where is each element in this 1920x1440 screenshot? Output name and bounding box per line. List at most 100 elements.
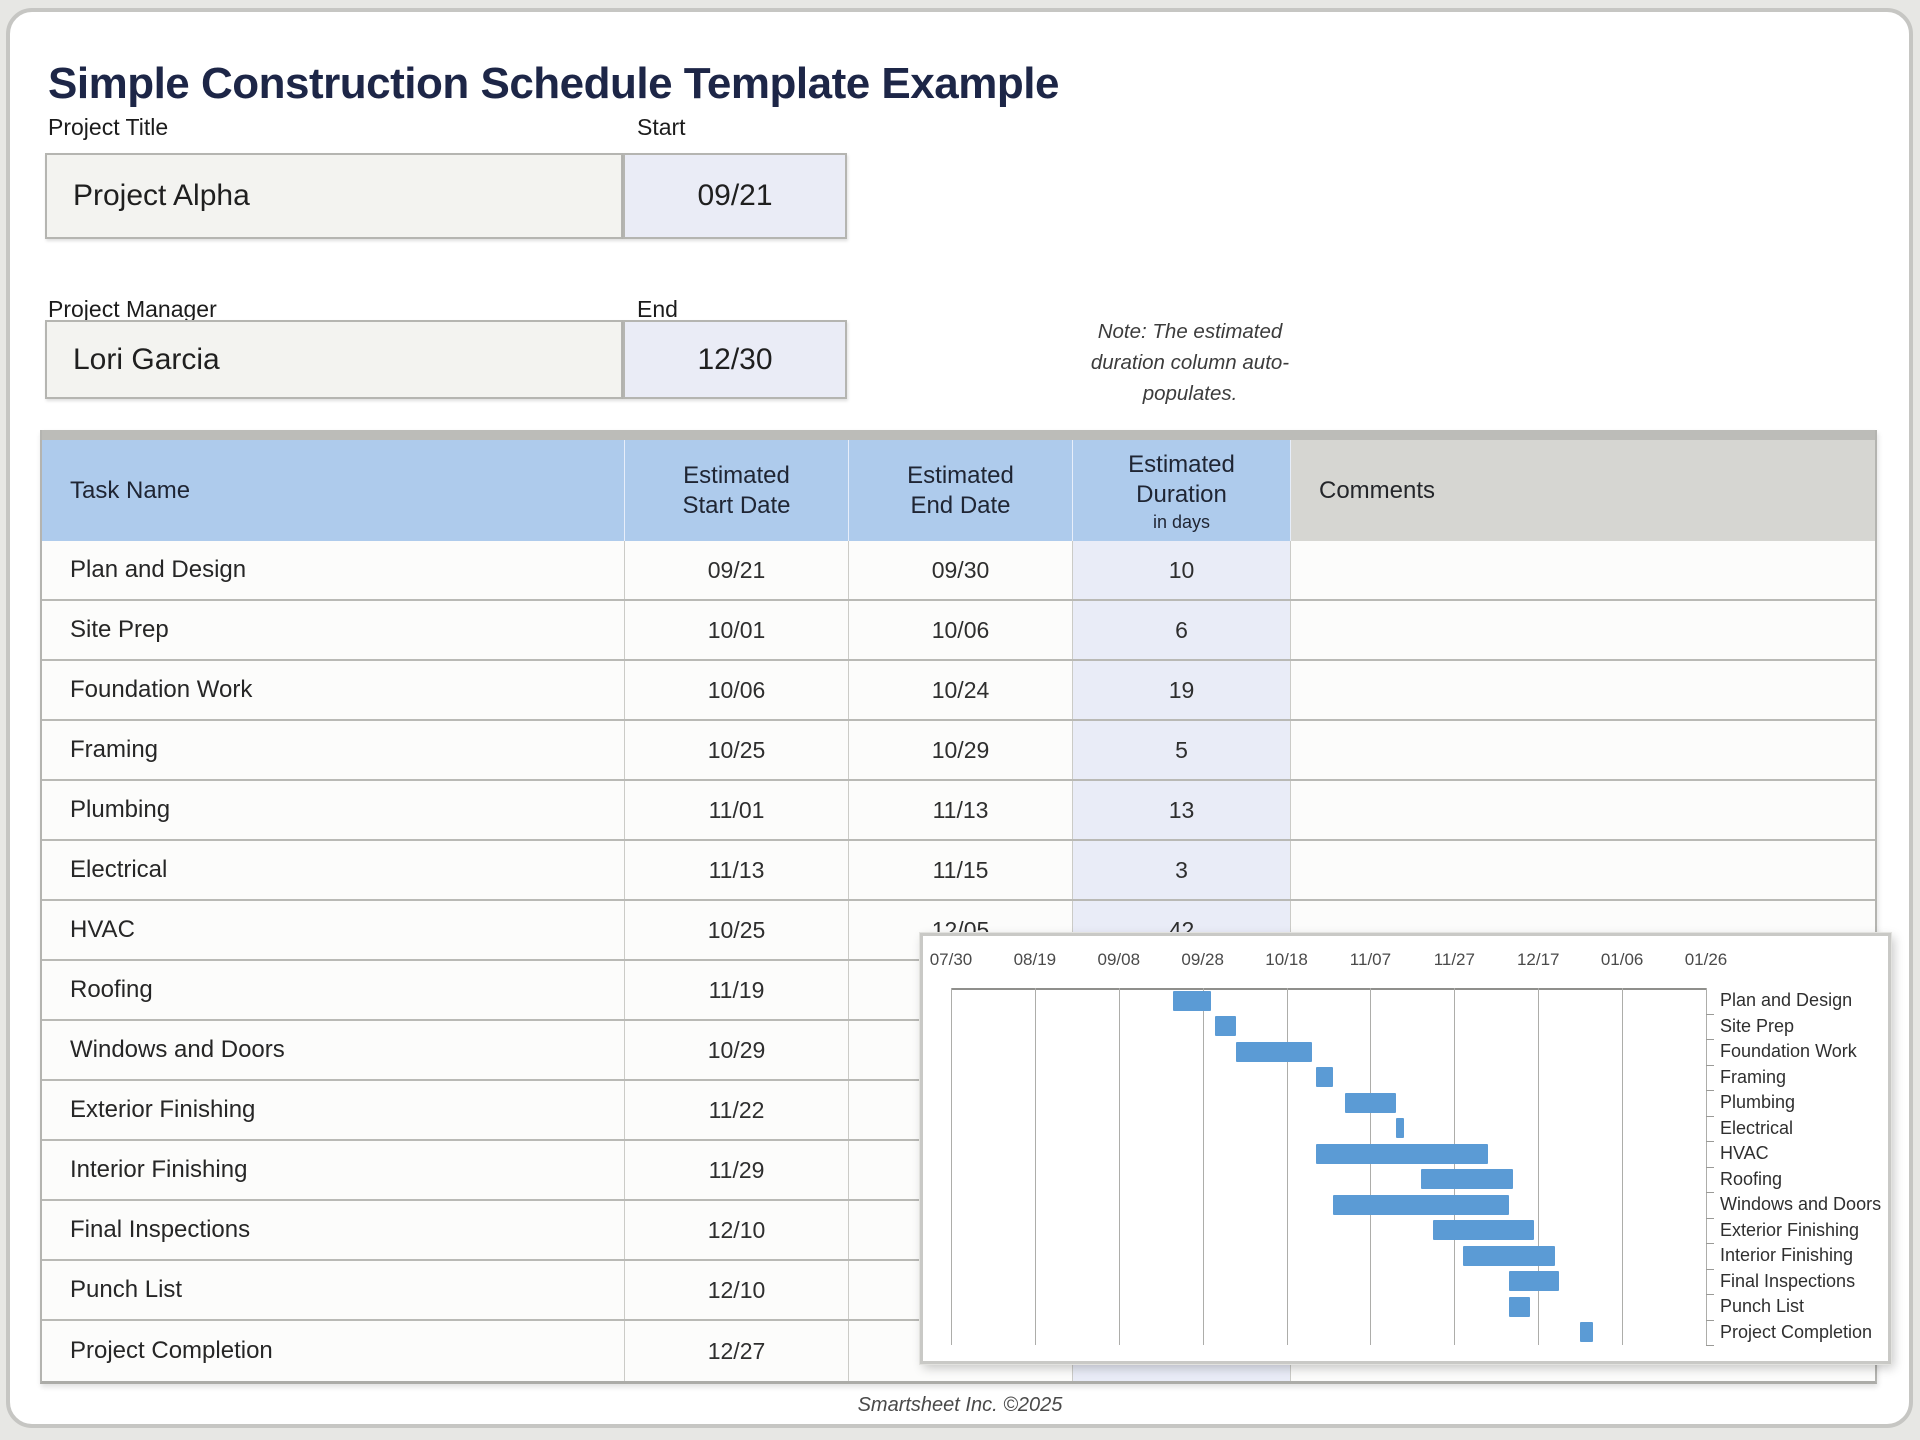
gantt-axis-tick-label: 10/18 xyxy=(1265,950,1308,969)
gantt-bar xyxy=(1215,1016,1237,1037)
start-date-cell[interactable]: 11/01 xyxy=(625,781,849,839)
gantt-gridline xyxy=(951,988,952,1345)
gantt-chart-panel[interactable]: 07/30 08/19 09/08 09/28 10/18 11/07 11/27 12/17… xyxy=(920,933,1891,1364)
gantt-axis-tick-label: 11/07 xyxy=(1349,950,1392,969)
task-name-cell[interactable]: Plan and Design xyxy=(42,541,625,599)
header-end-date: Estimated End Date xyxy=(849,440,1073,541)
gantt-gridline xyxy=(1538,988,1540,1345)
gantt-axis-tick-label: 11/27 xyxy=(1433,950,1475,969)
task-name-cell[interactable]: Plumbing xyxy=(42,781,625,839)
task-name-cell[interactable]: Electrical xyxy=(42,841,625,899)
gantt-task-label: HVAC xyxy=(1720,1143,1769,1164)
comments-cell[interactable] xyxy=(1291,781,1875,839)
gantt-task-label: Framing xyxy=(1720,1066,1787,1087)
table-header-row: Task Name Estimated Start Date Estimated… xyxy=(42,440,1875,541)
task-name-cell[interactable]: Roofing xyxy=(42,961,625,1019)
end-date-cell[interactable]: 10/29 xyxy=(849,721,1073,779)
gantt-row-tick xyxy=(1706,1166,1714,1168)
start-date-cell[interactable]: 10/29 xyxy=(625,1021,849,1079)
duration-cell[interactable]: 3 xyxy=(1073,841,1291,899)
duration-cell[interactable]: 19 xyxy=(1073,661,1291,719)
end-date-cell[interactable]: 11/15 xyxy=(849,841,1073,899)
task-name-cell[interactable]: Final Inspections xyxy=(42,1201,625,1259)
project-title-label: Project Title xyxy=(48,114,169,140)
gantt-task-label: Project Completion xyxy=(1720,1321,1873,1342)
header-duration: Estimated Duration in days xyxy=(1073,440,1291,541)
project-title-field[interactable]: Project Alpha xyxy=(45,153,623,239)
table-row: Site Prep 10/01 10/06 6 xyxy=(42,601,1875,661)
end-date-cell[interactable]: 10/06 xyxy=(849,601,1073,659)
start-date-cell[interactable]: 09/21 xyxy=(625,541,849,599)
comments-cell[interactable] xyxy=(1291,841,1875,899)
start-date-cell[interactable]: 12/10 xyxy=(625,1201,849,1259)
gantt-gridline xyxy=(1454,988,1456,1345)
comments-cell[interactable] xyxy=(1291,601,1875,659)
duration-cell[interactable]: 5 xyxy=(1073,721,1291,779)
gantt-bar xyxy=(1332,1194,1509,1215)
comments-cell[interactable] xyxy=(1291,721,1875,779)
header-task-name: Task Name xyxy=(42,440,625,541)
start-date-cell[interactable]: 10/25 xyxy=(625,901,849,959)
project-manager-field[interactable]: Lori Garcia xyxy=(45,320,623,399)
start-date-cell[interactable]: 11/22 xyxy=(625,1081,849,1139)
page-title: Simple Construction Schedule Template Ex… xyxy=(48,59,1059,109)
gantt-row-tick xyxy=(1706,1294,1714,1295)
header-duration-unit: in days xyxy=(1152,511,1211,532)
gantt-gridline xyxy=(1370,988,1372,1345)
gantt-bar xyxy=(1420,1169,1514,1190)
task-name-cell[interactable]: Site Prep xyxy=(42,601,625,659)
gantt-task-label: Foundation Work xyxy=(1720,1041,1857,1062)
gantt-axis-tick-label: 01/26 xyxy=(1684,950,1728,969)
comments-cell[interactable] xyxy=(1291,661,1875,719)
header-duration-title: Estimated Duration xyxy=(1128,450,1235,508)
task-name-cell[interactable]: Windows and Doors xyxy=(42,1021,625,1079)
gantt-task-label: Final Inspections xyxy=(1720,1270,1856,1291)
gantt-gridline xyxy=(1286,988,1288,1345)
comments-cell[interactable] xyxy=(1291,541,1875,599)
footer-credit: Smartsheet Inc. ©2025 xyxy=(857,1394,1063,1416)
task-name-cell[interactable]: Interior Finishing xyxy=(42,1141,625,1199)
gantt-bar xyxy=(1580,1322,1593,1343)
start-date-cell[interactable]: 10/01 xyxy=(625,601,849,659)
start-date-cell[interactable]: 12/10 xyxy=(625,1261,849,1319)
start-date-cell[interactable]: 10/25 xyxy=(625,721,849,779)
table-row: Plumbing 11/01 11/13 13 xyxy=(42,781,1875,841)
gantt-task-label: Electrical xyxy=(1720,1117,1794,1138)
duration-cell[interactable]: 10 xyxy=(1073,541,1291,599)
gantt-task-label: Exterior Finishing xyxy=(1720,1219,1860,1240)
duration-cell[interactable]: 13 xyxy=(1073,781,1291,839)
end-date-cell[interactable]: 10/24 xyxy=(849,661,1073,719)
task-name-cell[interactable]: Foundation Work xyxy=(42,661,625,719)
gantt-task-label: Roofing xyxy=(1720,1168,1783,1189)
duration-cell[interactable]: 6 xyxy=(1073,601,1291,659)
task-name-cell[interactable]: HVAC xyxy=(42,901,625,959)
start-date-cell[interactable]: 11/19 xyxy=(625,961,849,1019)
end-date-field[interactable]: 12/30 xyxy=(623,320,847,399)
end-date-cell[interactable]: 09/30 xyxy=(849,541,1073,599)
start-date-cell[interactable]: 11/13 xyxy=(625,841,849,899)
gantt-row-tick xyxy=(1706,1141,1714,1142)
task-name-cell[interactable]: Punch List xyxy=(42,1261,625,1319)
gantt-bar xyxy=(1345,1092,1396,1113)
gantt-row-tick xyxy=(1706,1115,1714,1117)
header-comments: Comments xyxy=(1291,440,1875,541)
start-date-cell[interactable]: 12/27 xyxy=(625,1321,849,1381)
auto-populate-note: Note: The estimated duration column auto… xyxy=(1090,320,1290,405)
gantt-row-tick xyxy=(1706,1090,1714,1091)
gantt-gridline xyxy=(1034,988,1036,1345)
task-name-cell[interactable]: Exterior Finishing xyxy=(42,1081,625,1139)
gantt-gridline xyxy=(1622,988,1624,1345)
start-date-cell[interactable]: 11/29 xyxy=(625,1141,849,1199)
task-name-cell[interactable]: Framing xyxy=(42,721,625,779)
gantt-bar xyxy=(1236,1041,1312,1062)
end-label: End xyxy=(637,296,678,322)
start-date-cell[interactable]: 10/06 xyxy=(625,661,849,719)
gantt-bar xyxy=(1508,1296,1530,1317)
gantt-axis-tick-label: 12/17 xyxy=(1516,950,1560,969)
table-row: Foundation Work 10/06 10/24 19 xyxy=(42,661,1875,721)
gantt-row-tick xyxy=(1706,1192,1714,1193)
task-name-cell[interactable]: Project Completion xyxy=(42,1321,625,1381)
table-top-border xyxy=(42,430,1875,440)
end-date-cell[interactable]: 11/13 xyxy=(849,781,1073,839)
start-date-field[interactable]: 09/21 xyxy=(623,153,847,239)
